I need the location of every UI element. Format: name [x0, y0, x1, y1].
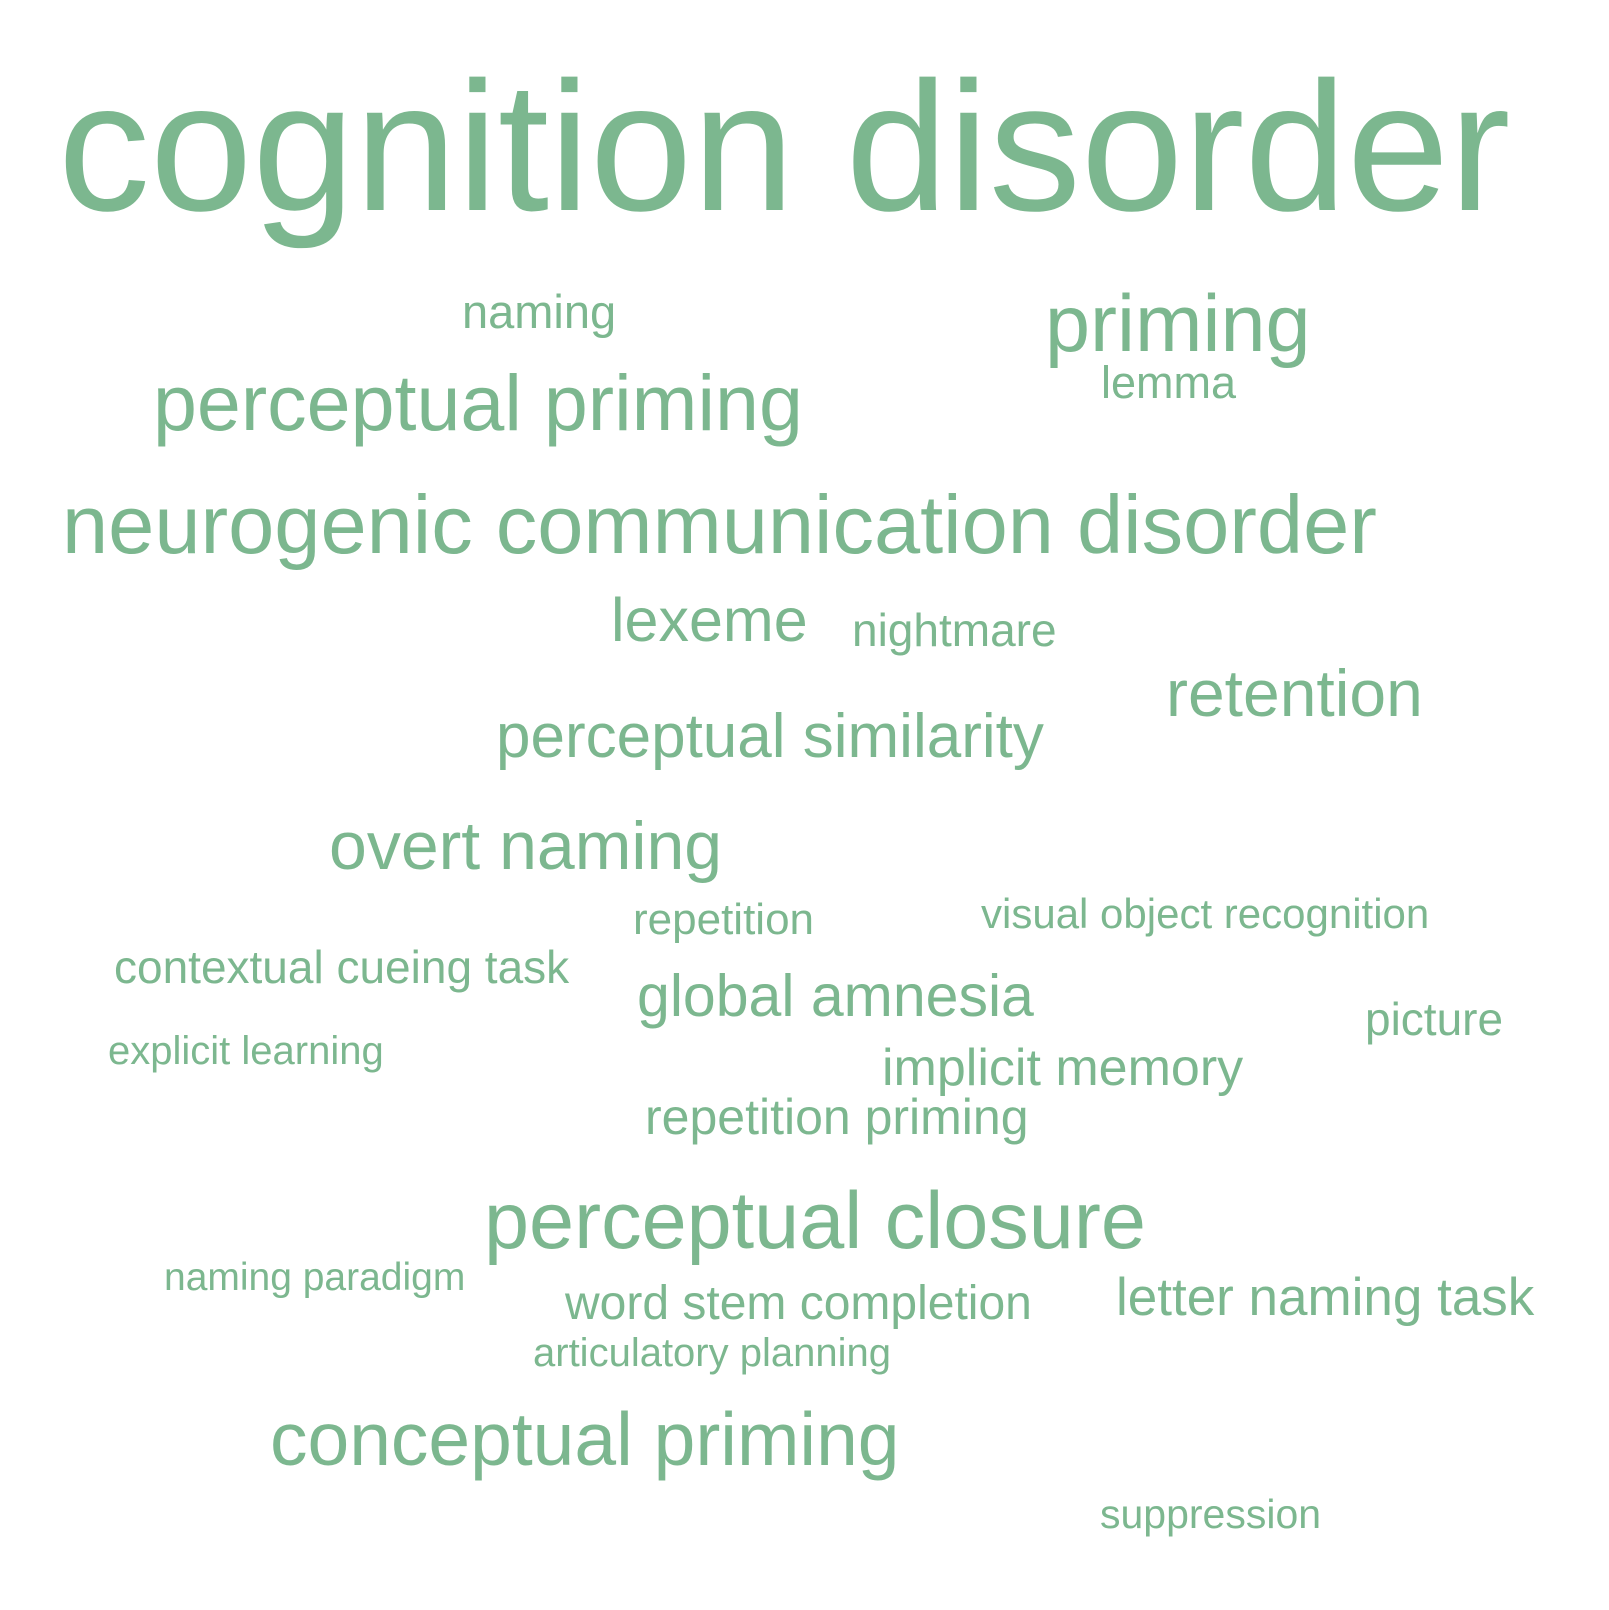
word-lexeme: lexeme — [611, 586, 808, 654]
word-repetition: repetition — [633, 895, 815, 944]
word-word-stem-completion: word stem completion — [565, 1277, 1032, 1330]
word-articulatory-planning: articulatory planning — [533, 1331, 891, 1375]
word-letter-naming-task: letter naming task — [1116, 1268, 1535, 1327]
word-overt-naming: overt naming — [329, 808, 723, 884]
word-perceptual-closure: perceptual closure — [484, 1176, 1146, 1266]
word-naming: naming — [462, 285, 617, 338]
word-perceptual-priming: perceptual priming — [153, 358, 803, 447]
word-global-amnesia: global amnesia — [637, 963, 1034, 1029]
word-retention: retention — [1166, 656, 1423, 730]
word-implicit-memory: implicit memory — [882, 1039, 1244, 1097]
word-picture: picture — [1365, 993, 1504, 1045]
word-suppression: suppression — [1100, 1491, 1322, 1537]
word-explicit-learning: explicit learning — [108, 1029, 384, 1073]
word-neurogenic-communication-disorder: neurogenic communication disorder — [62, 478, 1377, 571]
word-priming: priming — [1045, 279, 1311, 369]
word-contextual-cueing-task: contextual cueing task — [114, 941, 570, 993]
word-perceptual-similarity: perceptual similarity — [496, 702, 1044, 771]
word-naming-paradigm: naming paradigm — [164, 1256, 466, 1299]
word-conceptual-priming: conceptual priming — [270, 1397, 900, 1481]
word-visual-object-recognition: visual object recognition — [981, 890, 1430, 937]
word-repetition-priming: repetition priming — [645, 1089, 1029, 1145]
word-lemma: lemma — [1101, 357, 1237, 408]
word-cognition-disorder: cognition disorder — [58, 43, 1511, 249]
word-nightmare: nightmare — [852, 604, 1057, 656]
